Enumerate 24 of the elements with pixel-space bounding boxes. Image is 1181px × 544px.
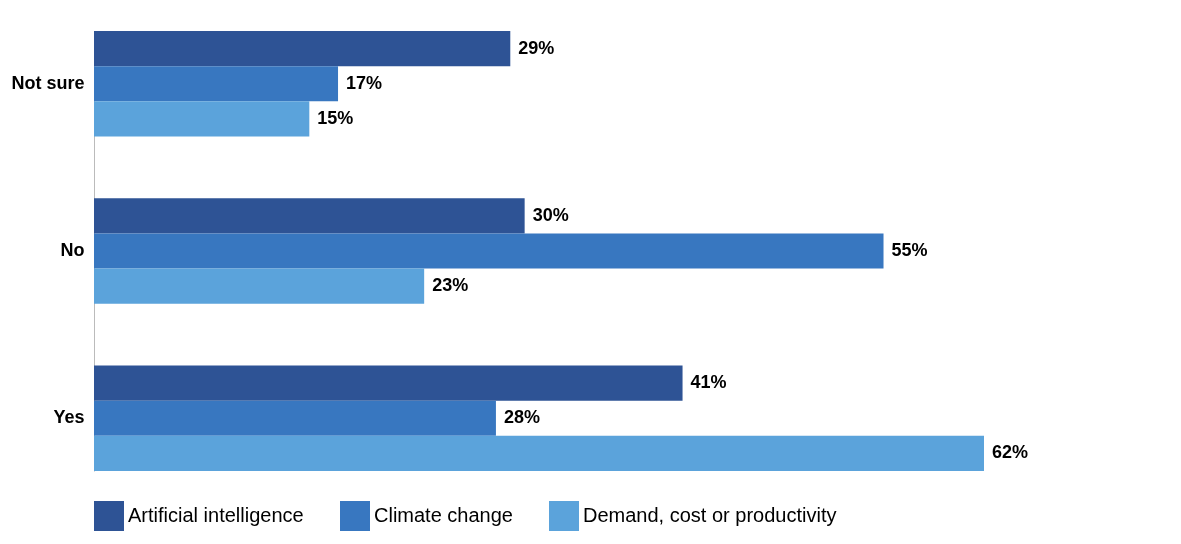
legend-label: Climate change: [374, 504, 513, 526]
y-tick-label: Yes: [53, 407, 85, 428]
bar: [94, 101, 310, 137]
legend-label: Artificial intelligence: [128, 504, 304, 526]
data-label: 28%: [503, 407, 540, 428]
bar: [94, 365, 683, 401]
bar: [94, 66, 339, 102]
bar: [94, 400, 496, 436]
data-label: 41%: [690, 372, 727, 393]
legend-label: Demand, cost or productivity: [583, 504, 837, 526]
bar: [94, 233, 884, 269]
y-tick-label: No: [60, 240, 85, 260]
data-label: 55%: [891, 240, 928, 260]
y-tick-label: Not sure: [11, 72, 85, 93]
data-label: 17%: [346, 72, 383, 93]
bar: [94, 268, 425, 304]
data-label: 62%: [992, 442, 1029, 463]
bar: [94, 31, 511, 67]
data-label: 29%: [518, 37, 555, 58]
data-label: 15%: [317, 107, 354, 128]
data-label: 30%: [532, 204, 569, 225]
data-label: 23%: [432, 275, 469, 296]
bar: [94, 435, 984, 471]
bar: [94, 198, 525, 234]
